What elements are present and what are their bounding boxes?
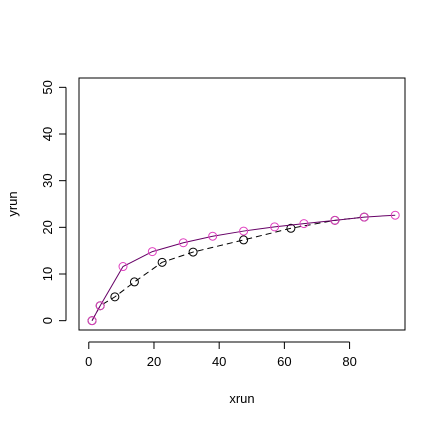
series-2-point bbox=[87, 316, 97, 326]
series-2-point bbox=[118, 262, 128, 272]
series-0-point bbox=[188, 247, 198, 257]
y-tick-label: 50 bbox=[40, 80, 55, 94]
series-2-point bbox=[359, 212, 369, 222]
series-2-point bbox=[270, 222, 280, 232]
series-0-point bbox=[129, 277, 139, 287]
x-tick-label: 40 bbox=[212, 354, 226, 369]
series-1 bbox=[91, 214, 396, 321]
series-0-point bbox=[286, 223, 296, 233]
series-1-line bbox=[91, 214, 396, 321]
series-2-point bbox=[390, 210, 400, 220]
series-2-point bbox=[147, 247, 157, 257]
series-2 bbox=[87, 210, 400, 326]
series-0-point bbox=[239, 235, 249, 245]
plot-frame bbox=[78, 77, 406, 331]
y-tick-label: 30 bbox=[40, 173, 55, 187]
y-tick-label: 0 bbox=[40, 317, 55, 324]
series-2-point bbox=[208, 231, 218, 241]
series-2-point bbox=[95, 301, 105, 311]
series-0-line bbox=[91, 216, 365, 321]
y-tick-label: 10 bbox=[40, 267, 55, 281]
x-tick-label: 20 bbox=[147, 354, 161, 369]
y-axis-label: yrun bbox=[5, 191, 20, 216]
y-tick-label: 20 bbox=[40, 220, 55, 234]
y-axis: 0 10 20 30 40 50 bbox=[40, 80, 67, 324]
y-tick-label: 40 bbox=[40, 127, 55, 141]
series-2-point bbox=[330, 215, 340, 225]
series-0-point bbox=[110, 292, 120, 302]
series-0-point bbox=[157, 257, 167, 267]
series-layer bbox=[87, 210, 400, 326]
x-tick-label: 60 bbox=[277, 354, 291, 369]
series-2-point bbox=[239, 226, 249, 236]
x-axis: 0 20 40 60 80 bbox=[85, 341, 357, 369]
series-2-point bbox=[299, 219, 309, 229]
x-tick-label: 0 bbox=[85, 354, 92, 369]
x-axis-label: xrun bbox=[229, 391, 254, 406]
series-2-point bbox=[178, 238, 188, 248]
x-tick-label: 80 bbox=[342, 354, 356, 369]
